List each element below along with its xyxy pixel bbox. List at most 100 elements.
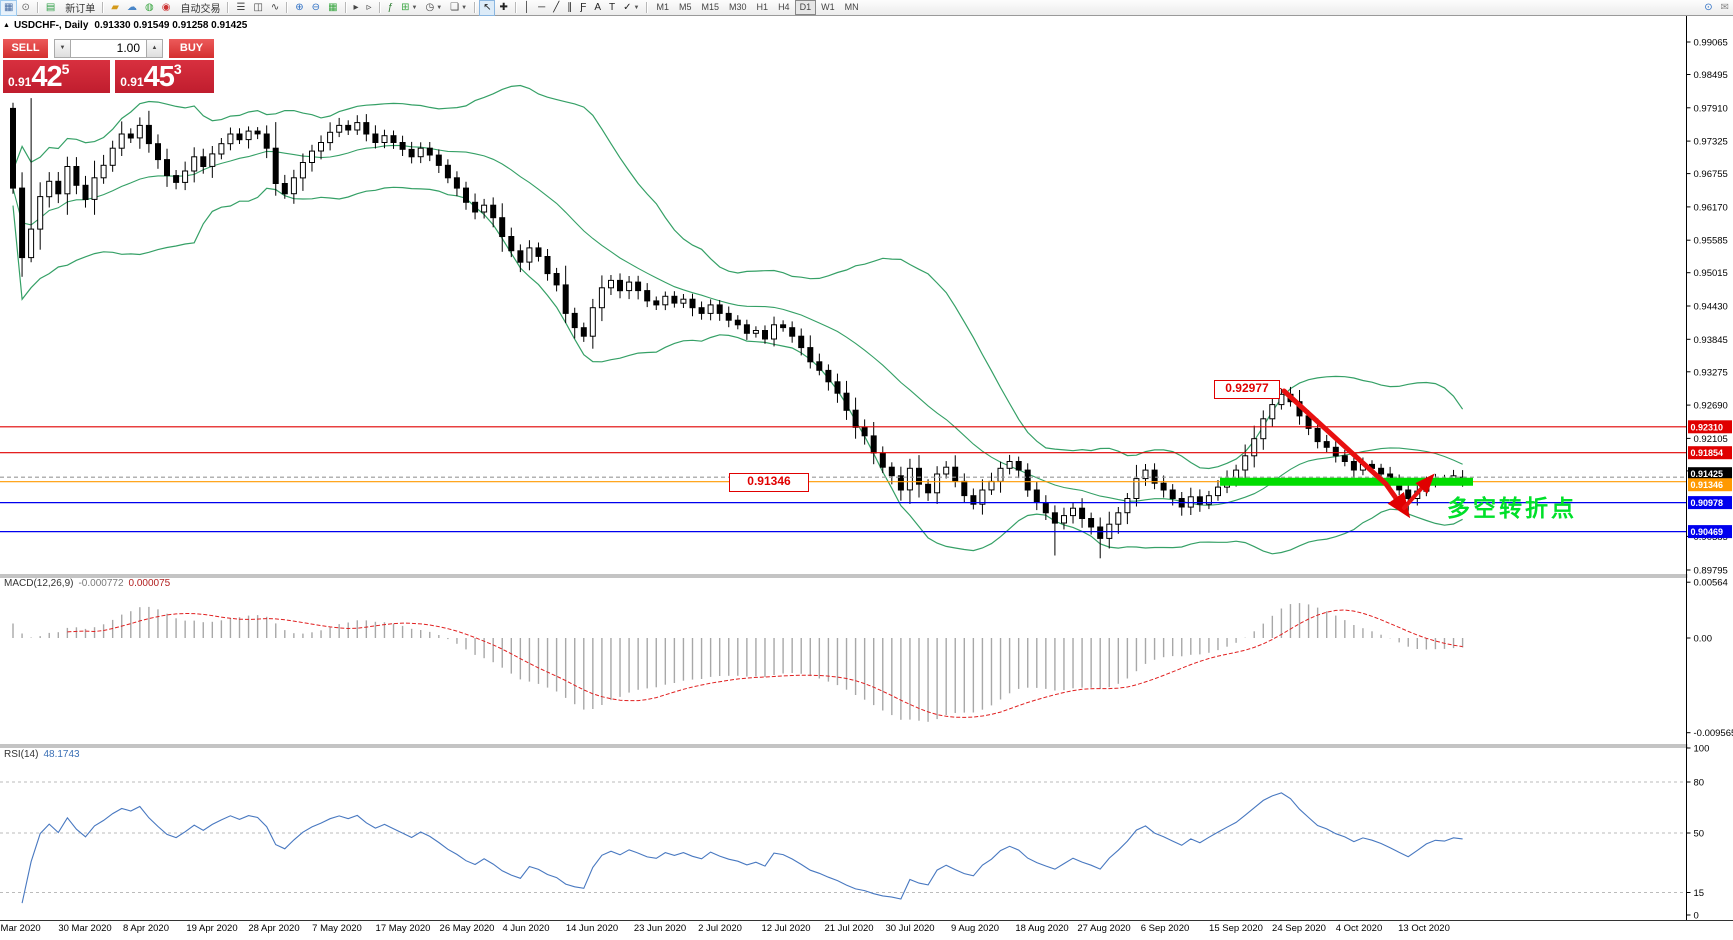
fibonacci-icon[interactable]: Ƒ bbox=[576, 0, 590, 16]
autotrade-label[interactable]: 自动交易 bbox=[174, 0, 224, 16]
date-axis-label: 15 Sep 2020 bbox=[1209, 923, 1263, 934]
community-icon: ☁ bbox=[127, 1, 137, 13]
macd-indicator-label: MACD(12,26,9) -0.000772 0.000075 bbox=[4, 578, 171, 589]
search-icon[interactable]: ⊙ bbox=[1700, 0, 1716, 16]
text-label-icon: T bbox=[609, 1, 616, 13]
timeframe-button-m30[interactable]: M30 bbox=[729, 2, 747, 12]
volume-input[interactable]: 1.00 bbox=[71, 39, 146, 58]
timeframe-button-m1[interactable]: M1 bbox=[656, 2, 669, 12]
buy-button[interactable]: BUY bbox=[169, 39, 214, 58]
date-axis-label: 6 Sep 2020 bbox=[1141, 923, 1190, 934]
ask-price-panel[interactable]: 0.91 45 3 bbox=[115, 60, 214, 93]
indicators-icon[interactable]: ƒ bbox=[384, 0, 398, 16]
text-icon[interactable]: A bbox=[590, 0, 605, 16]
line-chart-icon[interactable]: ∿ bbox=[267, 0, 283, 16]
date-axis-label: 7 May 2020 bbox=[312, 923, 362, 934]
add-window-icon[interactable]: ⊞ ▼ bbox=[397, 0, 421, 16]
price-tick-label: 0.95015 bbox=[1694, 268, 1728, 279]
svg-text:0.90469: 0.90469 bbox=[1691, 527, 1724, 537]
zoom-out-icon: ⊖ bbox=[311, 1, 321, 13]
symbol-period-label: USDCHF-, Daily bbox=[13, 20, 89, 31]
timeframe-button-h1[interactable]: H1 bbox=[756, 2, 769, 12]
magnifier-icon: ⊙ bbox=[21, 1, 30, 13]
new-chart-icon[interactable]: ▦ bbox=[0, 0, 18, 16]
channel-icon[interactable]: ∥ bbox=[563, 0, 576, 16]
crosshair-icon[interactable]: ✚ bbox=[495, 0, 511, 16]
horizontal-line-icon[interactable]: ─ bbox=[534, 0, 549, 16]
signals-icon[interactable]: ◍ bbox=[141, 0, 158, 16]
crosshair-icon: ✚ bbox=[499, 1, 508, 13]
price-tick-label: 0.89795 bbox=[1694, 566, 1728, 577]
magnifier-icon[interactable]: ⊙ bbox=[17, 0, 33, 16]
timeframe-button-h4[interactable]: H4 bbox=[778, 2, 790, 12]
new-order-label[interactable]: 新订单 bbox=[59, 0, 99, 16]
axis-price-flag bbox=[1688, 478, 1732, 492]
chevron-down-icon: ▼ bbox=[633, 4, 640, 11]
peak-price-label[interactable]: 0.92977 bbox=[1214, 380, 1280, 399]
tile-windows-icon[interactable]: ▦ bbox=[324, 0, 341, 16]
vertical-line-icon[interactable]: │ bbox=[520, 0, 534, 16]
text-label-icon[interactable]: T bbox=[605, 0, 619, 16]
templates-icon[interactable]: ❏ ▼ bbox=[446, 0, 471, 16]
candlestick-chart-icon: ◫ bbox=[253, 1, 263, 13]
turning-point-annotation[interactable]: 多空转折点 bbox=[1447, 496, 1577, 522]
support-price-label[interactable]: 0.91346 bbox=[729, 473, 809, 492]
toolbar-separator bbox=[646, 2, 649, 13]
timeframe-button-w1[interactable]: W1 bbox=[821, 2, 835, 12]
date-axis-label: 4 Jun 2020 bbox=[502, 923, 549, 934]
timeframe-button-m15[interactable]: M15 bbox=[701, 2, 720, 12]
candlestick-chart-icon[interactable]: ◫ bbox=[249, 0, 266, 16]
toolbar-group: ↖ ✚ bbox=[479, 0, 512, 16]
bid-price-panel[interactable]: 0.91 42 5 bbox=[3, 60, 111, 93]
timeframe-button-mn[interactable]: MN bbox=[844, 2, 859, 12]
volume-up-button[interactable]: ▲ bbox=[146, 39, 163, 58]
volume-down-button[interactable]: ▼ bbox=[54, 39, 71, 58]
tile-windows-icon: ▦ bbox=[328, 1, 338, 13]
chat-icon[interactable]: ✉ bbox=[1717, 0, 1733, 16]
chart-shift-icon[interactable]: ▹ bbox=[363, 0, 376, 16]
shapes-icon[interactable]: ✓ ▼ bbox=[619, 0, 643, 16]
market-icon[interactable]: ◉ bbox=[158, 0, 175, 16]
community-icon[interactable]: ☁ bbox=[123, 0, 141, 16]
price-tick-label: 0.92690 bbox=[1694, 401, 1728, 412]
timeframe-button-m5[interactable]: M5 bbox=[679, 2, 692, 12]
svg-text:0.91854: 0.91854 bbox=[1691, 448, 1724, 458]
date-axis-label: 23 Jun 2020 bbox=[634, 923, 686, 934]
symbol-marker-icon: ▲ bbox=[3, 22, 10, 29]
rsi-indicator-label: RSI(14) 48.1743 bbox=[4, 749, 80, 760]
cursor-icon[interactable]: ↖ bbox=[479, 0, 496, 16]
zoom-in-icon[interactable]: ⊕ bbox=[291, 0, 307, 16]
macd-value: -0.000772 bbox=[78, 578, 124, 589]
chart-shift-icon: ▹ bbox=[366, 1, 372, 13]
bid-price-prefix: 0.91 bbox=[8, 75, 32, 89]
bar-chart-icon[interactable]: ☰ bbox=[232, 0, 249, 16]
axis-price-flag bbox=[1688, 467, 1732, 481]
sell-button[interactable]: SELL bbox=[3, 39, 48, 58]
period-clock-icon[interactable]: ◷ ▼ bbox=[421, 0, 446, 16]
chevron-down-icon: ▼ bbox=[436, 4, 443, 11]
svg-text:0.90978: 0.90978 bbox=[1691, 498, 1724, 508]
zoom-out-icon[interactable]: ⊖ bbox=[308, 0, 324, 16]
date-axis-label: 30 Mar 2020 bbox=[58, 923, 111, 934]
date-axis-label: 8 Apr 2020 bbox=[123, 923, 169, 934]
date-axis-label: 26 May 2020 bbox=[440, 923, 495, 934]
auto-scroll-icon[interactable]: ▸ bbox=[350, 0, 363, 16]
trendline-icon[interactable]: ╱ bbox=[549, 0, 563, 16]
price-tick-label: 0.93275 bbox=[1694, 367, 1728, 378]
date-axis-label: 4 Oct 2020 bbox=[1336, 923, 1382, 934]
toolbar-group: ☰ ◫ ∿ bbox=[232, 0, 283, 15]
rsi-tick-label: 15 bbox=[1694, 888, 1705, 899]
new-order-icon[interactable]: ▤ bbox=[42, 0, 59, 16]
rsi-tick-label: 50 bbox=[1694, 829, 1705, 840]
axis-price-flag bbox=[1688, 420, 1732, 434]
text-icon: A bbox=[594, 1, 602, 13]
bid-price-pipette: 5 bbox=[61, 61, 70, 77]
deposit-gold-icon[interactable]: ▰ bbox=[107, 0, 123, 16]
toolbar-separator bbox=[102, 2, 105, 13]
timeframe-button-d1[interactable]: D1 bbox=[794, 0, 817, 15]
autotrade-label: 自动交易 bbox=[180, 4, 221, 15]
chevron-down-icon: ▼ bbox=[461, 4, 468, 11]
toolbar-group: ▤ 新订单 bbox=[42, 0, 99, 16]
